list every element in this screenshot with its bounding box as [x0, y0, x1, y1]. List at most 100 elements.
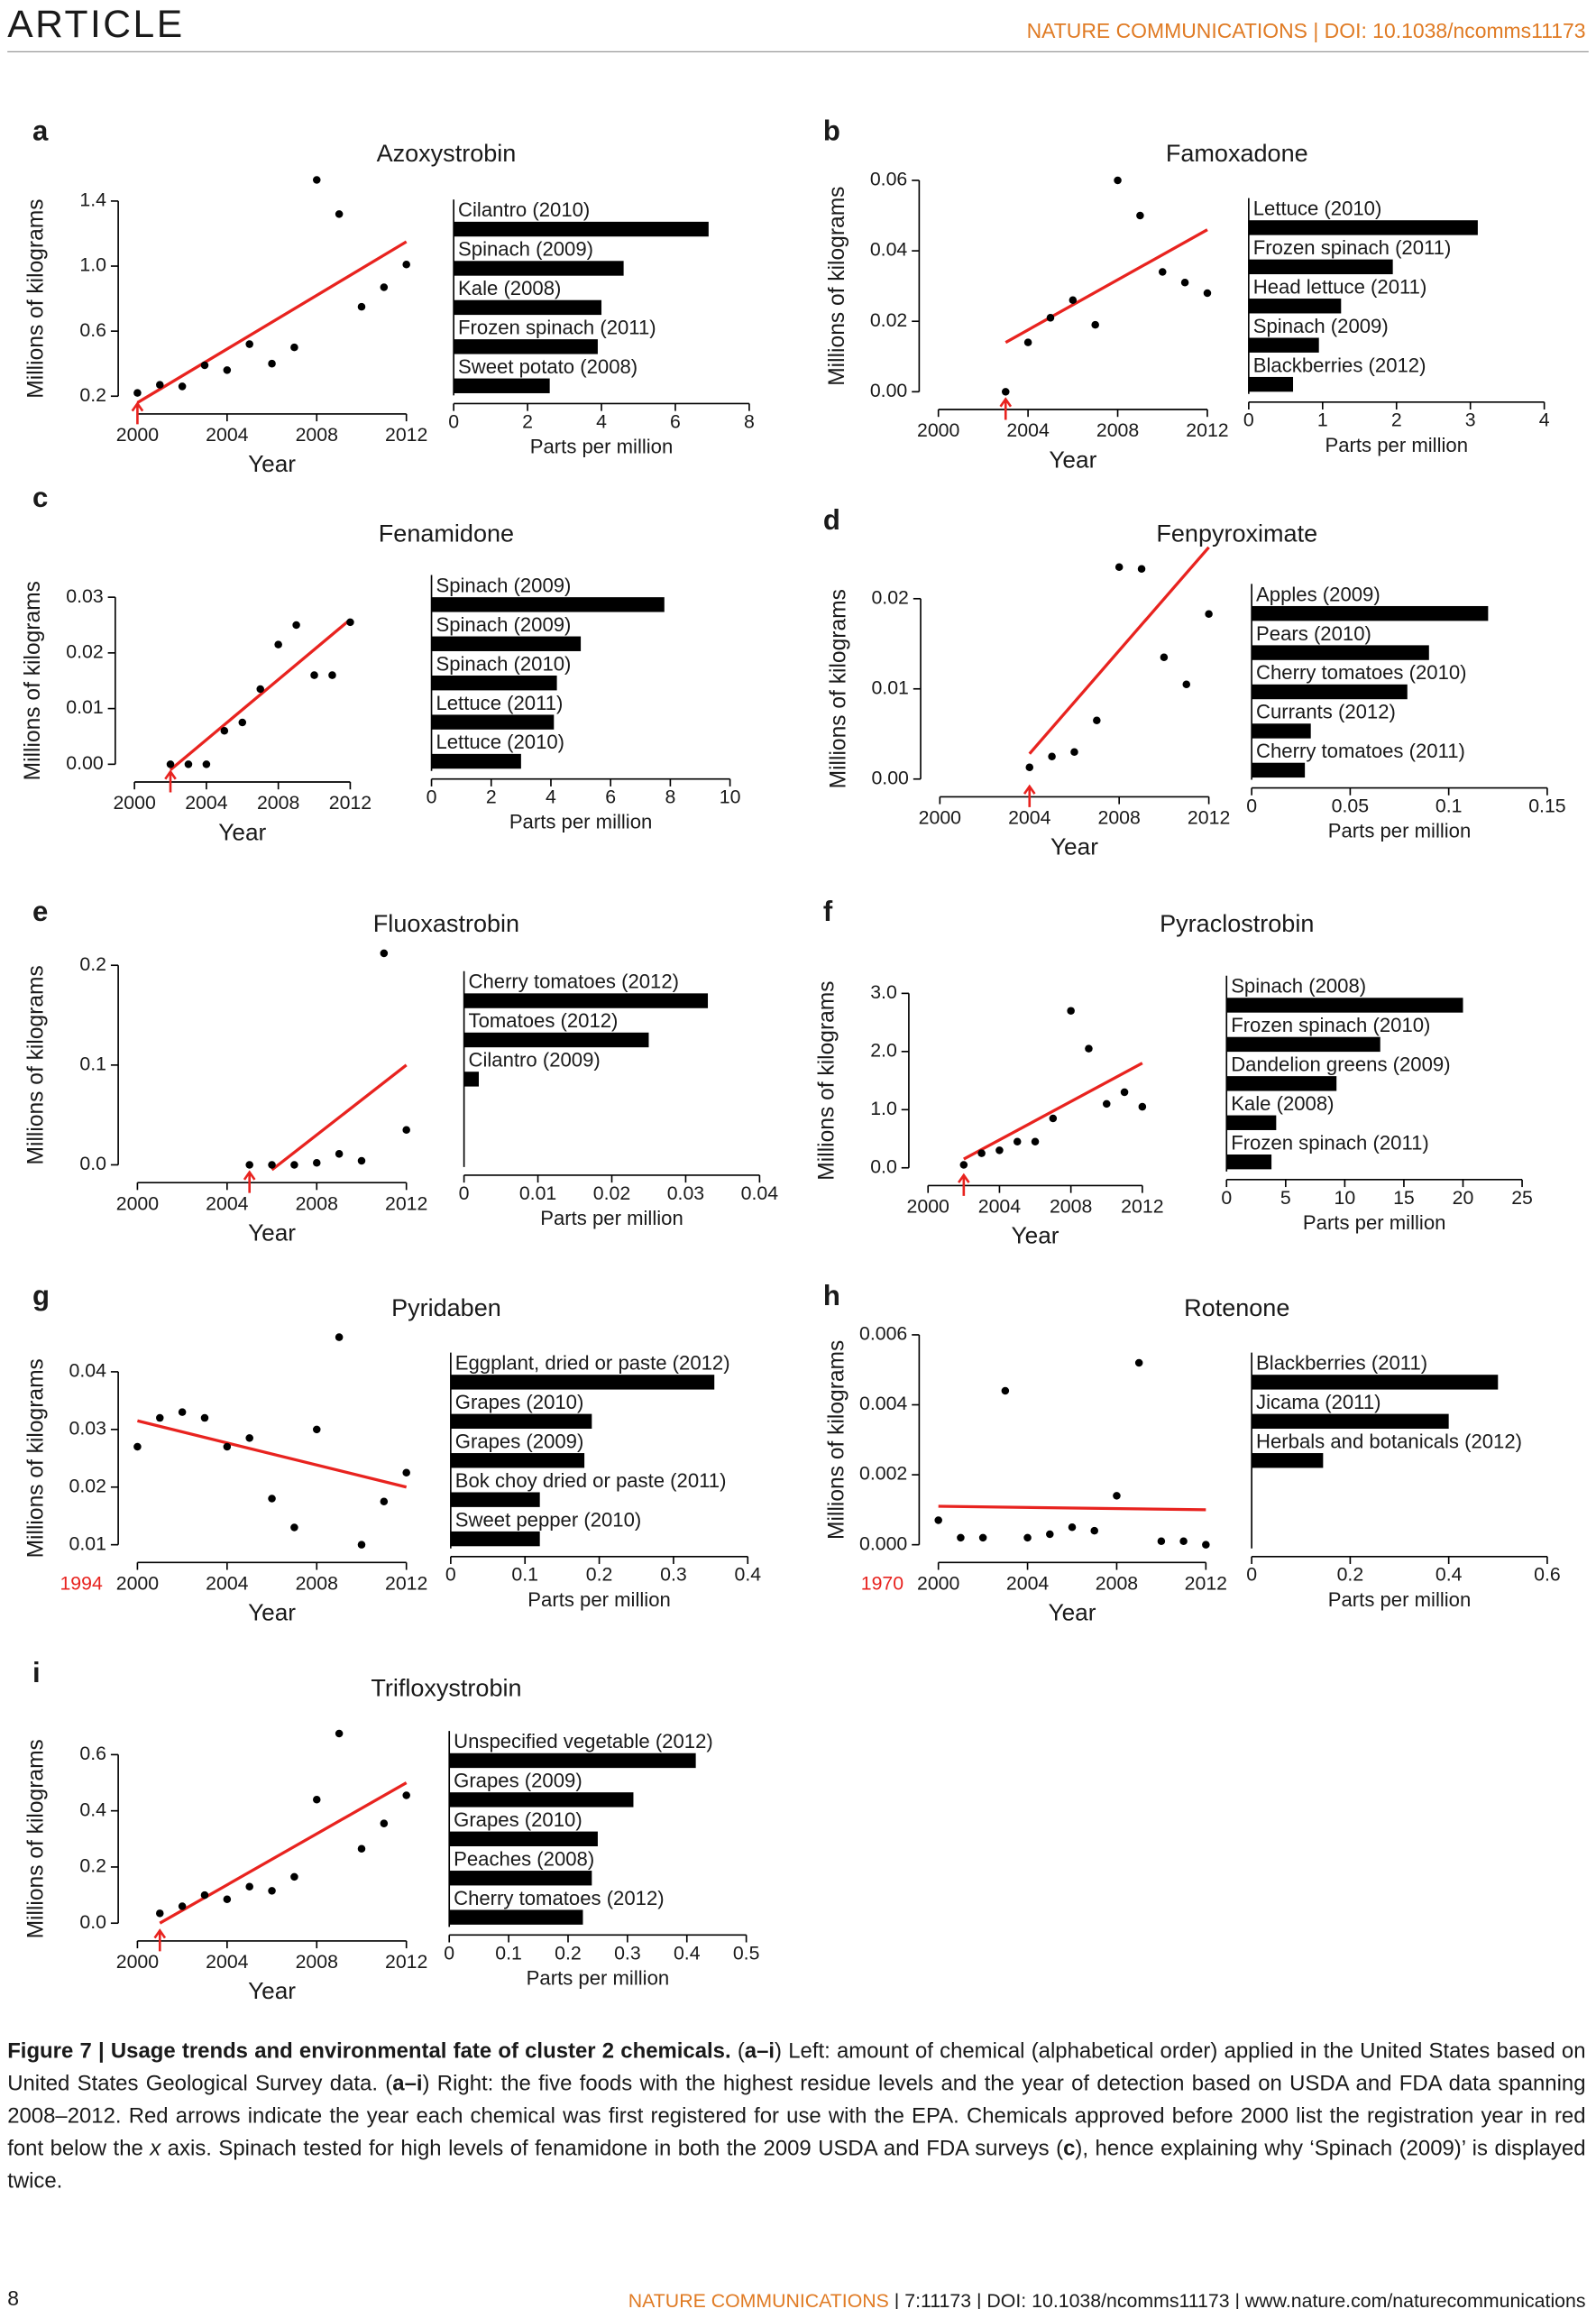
bar: [450, 1413, 592, 1430]
y-tick-label: 0.6: [79, 1743, 106, 1764]
bar-label: Frozen spinach (2011): [458, 317, 656, 339]
x-tick-label: 4: [546, 787, 556, 808]
y-tick-label: 0.03: [66, 585, 103, 607]
y-tick-label: 0.03: [69, 1417, 106, 1439]
bar: [449, 1752, 696, 1769]
bar: [463, 993, 709, 1008]
x-tick-label: 2004: [206, 1573, 249, 1595]
panel-label: f: [823, 896, 833, 927]
bar-label: Tomatoes (2012): [469, 1009, 619, 1032]
y-tick-label: 0.01: [66, 696, 103, 718]
footer-journal: NATURE COMMUNICATIONS: [628, 2289, 889, 2309]
x-tick-label: 0: [427, 787, 437, 808]
data-point: [313, 1158, 321, 1167]
data-point: [223, 1442, 232, 1451]
x-tick-label: 25: [1511, 1187, 1533, 1209]
x-axis-label: Parts per million: [530, 435, 674, 457]
page-number: 8: [7, 2286, 19, 2309]
data-point: [292, 621, 300, 630]
x-tick-label: 2000: [917, 1573, 960, 1595]
x-tick-label: 0.05: [1332, 795, 1369, 816]
data-point: [1182, 680, 1191, 689]
x-axis-label: Parts per million: [527, 1588, 671, 1611]
data-point: [1069, 296, 1078, 305]
data-point: [178, 1408, 187, 1416]
chart-title: Famoxadone: [1166, 140, 1308, 167]
panel-label: a: [32, 115, 49, 147]
y-tick-label: 0.04: [870, 239, 908, 261]
x-tick-label: 6: [605, 787, 616, 808]
bar-label: Cilantro (2009): [469, 1049, 601, 1072]
bar-label: Grapes (2010): [454, 1808, 582, 1831]
x-tick-label: 1: [1317, 409, 1328, 431]
bar: [449, 1871, 592, 1886]
data-point: [290, 1872, 298, 1881]
panel-label: e: [32, 896, 48, 927]
data-point: [1025, 763, 1034, 771]
data-point: [268, 1887, 276, 1895]
data-point: [245, 1882, 253, 1891]
data-point: [223, 1895, 232, 1904]
caption-part: axis. Spinach tested for high levels of …: [161, 2137, 1064, 2162]
bar: [1248, 259, 1393, 275]
bar: [454, 299, 602, 316]
registration-arrow: [1023, 784, 1036, 807]
data-point: [1023, 1533, 1032, 1542]
x-tick-label: 0.1: [1435, 795, 1463, 816]
bar: [1252, 684, 1408, 700]
bar-label: Pears (2010): [1256, 622, 1371, 645]
x-axis-label: Year: [248, 1219, 296, 1246]
x-axis-label: Parts per million: [527, 1966, 670, 1989]
x-tick-label: 0: [448, 410, 459, 432]
data-point: [313, 1425, 321, 1434]
x-tick-label: 4: [596, 410, 607, 432]
data-point: [1031, 1137, 1040, 1146]
data-point: [268, 359, 276, 368]
data-point: [1158, 268, 1167, 276]
bar-label: Spinach (2010): [436, 652, 571, 675]
y-tick-label: 0.0: [870, 1155, 897, 1177]
x-axis-label: Parts per million: [509, 811, 653, 833]
registration-arrow: [999, 397, 1013, 420]
bar: [1226, 998, 1463, 1013]
y-tick-label: 0.6: [79, 319, 106, 341]
panel-label: d: [823, 504, 840, 536]
chart-title: Azoxystrobin: [377, 140, 517, 167]
bar: [1226, 1036, 1380, 1053]
x-tick-label: 2004: [978, 1196, 1022, 1218]
x-tick-label: 0.04: [741, 1182, 779, 1204]
bar: [454, 378, 550, 393]
y-tick-label: 0.2: [79, 384, 106, 406]
y-axis-label: Millions of kilograms: [23, 198, 48, 398]
y-tick-label: 0.02: [66, 640, 103, 662]
data-point: [1202, 1541, 1210, 1549]
x-tick-label: 2000: [116, 1192, 160, 1214]
bar: [449, 1831, 598, 1846]
bar-label: Cherry tomatoes (2012): [454, 1887, 664, 1909]
data-point: [1002, 388, 1010, 396]
y-tick-label: 1.4: [79, 189, 106, 211]
bar: [449, 1792, 634, 1808]
registration-arrow: [153, 1928, 167, 1952]
y-tick-label: 0.01: [69, 1532, 106, 1554]
trend-line: [1028, 546, 1210, 755]
data-point: [402, 1791, 410, 1799]
data-point: [245, 1434, 253, 1442]
bar: [1252, 645, 1429, 660]
bar: [431, 597, 665, 612]
x-tick-label: 0.4: [734, 1564, 761, 1586]
x-tick-label: 8: [744, 410, 755, 432]
data-point: [166, 760, 175, 768]
caption-part: a–i: [392, 2072, 423, 2096]
y-tick-label: 0.4: [79, 1798, 106, 1820]
data-point: [202, 760, 211, 768]
data-point: [268, 1161, 276, 1169]
y-tick-label: 0.004: [859, 1393, 907, 1414]
data-point: [245, 340, 253, 348]
data-point: [156, 381, 164, 389]
y-axis-label: Millions of kilograms: [825, 1340, 849, 1540]
caption-part: c: [1063, 2137, 1076, 2162]
bar: [1252, 723, 1311, 739]
bar: [431, 714, 555, 730]
caption-part: x: [150, 2137, 161, 2162]
